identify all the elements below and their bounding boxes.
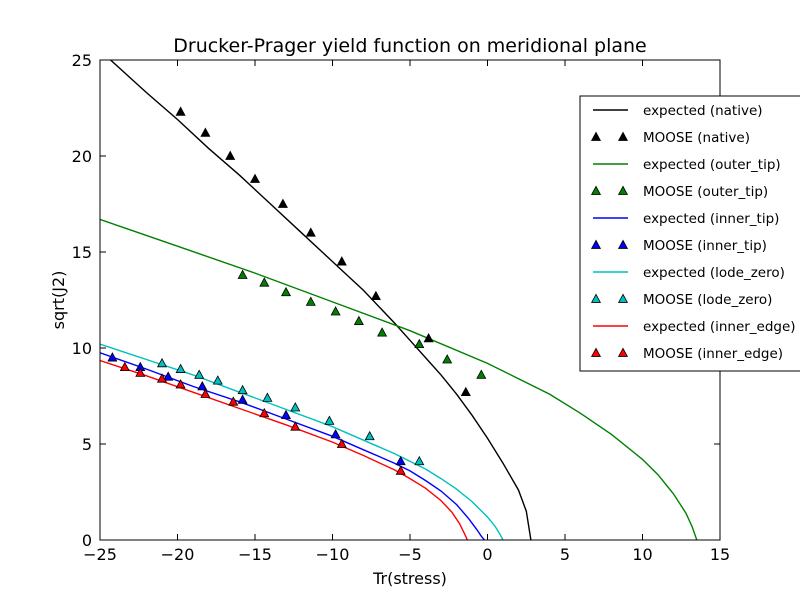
data-point-moose-outer-tip (476, 369, 487, 379)
x-tick-label: −15 (238, 545, 272, 564)
data-point-moose-outer-tip (442, 354, 453, 364)
data-point-moose-inner-tip (330, 428, 341, 439)
data-point-moose-inner-edge (290, 421, 301, 431)
legend-entry-expected-outer-tip: expected (outer_tip) (643, 157, 781, 173)
y-tick-label: 15 (72, 243, 92, 262)
y-tick-label: 5 (82, 435, 92, 454)
data-point-moose-native (460, 386, 471, 397)
data-point-moose-outer-tip (414, 338, 425, 349)
data-point-moose-native (336, 256, 347, 266)
data-point-moose-inner-edge (395, 465, 406, 475)
x-axis-label: Tr(stress) (372, 569, 447, 588)
legend-entry-expected-lode-zero: expected (lode_zero) (643, 265, 785, 281)
data-point-moose-inner-edge (228, 396, 239, 406)
x-tick-label: 0 (482, 545, 492, 564)
legend: expected (native) MOOSE (native) expected … (579, 95, 800, 372)
legend-marker-swatch (590, 185, 602, 195)
data-point-moose-outer-tip (377, 327, 388, 337)
data-point-moose-native (370, 290, 381, 301)
legend-marker-swatch (590, 131, 602, 141)
legend-entry-moose-inner-edge: MOOSE (inner_edge) (643, 346, 783, 362)
data-point-moose-inner-tip (107, 352, 118, 362)
data-point-moose-inner-edge (336, 438, 347, 448)
data-point-moose-outer-tip (330, 306, 341, 316)
x-tick-label: −20 (161, 545, 195, 564)
legend-entry-moose-outer-tip: MOOSE (outer_tip) (643, 184, 768, 200)
y-tick-label: 20 (72, 147, 92, 166)
plot-area (100, 60, 698, 540)
data-point-moose-outer-tip (237, 269, 248, 279)
data-point-moose-lode-zero (156, 357, 168, 368)
data-point-moose-native (305, 227, 316, 237)
legend-entry-expected-native: expected (native) (643, 103, 763, 119)
data-point-moose-inner-tip (197, 380, 208, 391)
data-point-moose-lode-zero (237, 384, 248, 395)
data-point-moose-native (249, 173, 261, 183)
plot-clip-group (100, 60, 698, 540)
data-point-moose-inner-tip (237, 394, 248, 404)
legend-marker-swatch (617, 293, 629, 303)
data-point-moose-outer-tip (259, 277, 270, 287)
legend-marker-swatch (617, 239, 629, 249)
series-line-expected-inner-tip (100, 352, 485, 540)
y-tick-label: 25 (72, 51, 92, 70)
series-line-expected-native (109, 60, 532, 540)
x-tick-label: −10 (316, 545, 350, 564)
data-point-moose-native (423, 332, 434, 343)
data-point-moose-native (175, 106, 186, 116)
legend-marker-swatch (617, 347, 629, 357)
legend-entry-moose-lode-zero: MOOSE (lode_zero) (643, 292, 772, 308)
data-point-moose-outer-tip (353, 315, 364, 325)
data-point-moose-inner-edge (135, 367, 146, 377)
data-point-moose-outer-tip (280, 286, 292, 297)
x-tick-label: −25 (83, 545, 117, 564)
data-point-moose-lode-zero (364, 430, 375, 441)
data-point-moose-inner-tip (395, 455, 406, 466)
chart-title: Drucker-Prager yield function on meridio… (173, 35, 647, 57)
y-axis-label: sqrt(J2) (49, 271, 68, 330)
data-point-moose-native (200, 127, 211, 137)
legend-entry-moose-inner-tip: MOOSE (inner_tip) (643, 238, 767, 254)
data-point-moose-inner-edge (259, 407, 270, 418)
data-point-moose-lode-zero (324, 415, 335, 425)
x-tick-label: −5 (398, 545, 422, 564)
legend-entry-moose-native: MOOSE (native) (643, 130, 750, 146)
data-point-moose-inner-edge (200, 388, 211, 398)
y-tick-label: 0 (82, 531, 92, 550)
legend-marker-swatch (590, 239, 602, 249)
series-line-expected-outer-tip (100, 218, 698, 540)
data-point-moose-lode-zero (290, 402, 301, 412)
data-point-moose-inner-tip (163, 371, 174, 381)
x-tick-label: 15 (710, 545, 730, 564)
data-point-moose-lode-zero (175, 363, 186, 373)
data-point-moose-inner-edge (175, 379, 186, 389)
data-point-moose-outer-tip (305, 296, 316, 306)
legend-marker-swatch (617, 185, 629, 195)
data-point-moose-lode-zero (262, 392, 273, 402)
data-point-moose-lode-zero (414, 455, 425, 466)
data-point-moose-native (225, 150, 236, 160)
data-point-moose-inner-edge (156, 373, 168, 383)
y-tick-label: 10 (72, 339, 92, 358)
legend-marker-swatch (590, 293, 602, 303)
legend-entry-expected-inner-tip: expected (inner_tip) (643, 211, 779, 227)
data-point-moose-native (277, 198, 288, 208)
legend-marker-swatch (617, 131, 629, 141)
x-tick-label: 5 (560, 545, 570, 564)
data-point-moose-inner-edge (119, 361, 130, 372)
legend-box (579, 95, 800, 372)
data-point-moose-lode-zero (212, 375, 223, 385)
legend-marker-swatch (590, 347, 602, 357)
legend-entry-expected-inner-edge: expected (inner_edge) (643, 319, 796, 335)
x-tick-label: 10 (632, 545, 652, 564)
data-point-moose-lode-zero (194, 369, 205, 379)
data-point-moose-inner-tip (280, 409, 292, 420)
